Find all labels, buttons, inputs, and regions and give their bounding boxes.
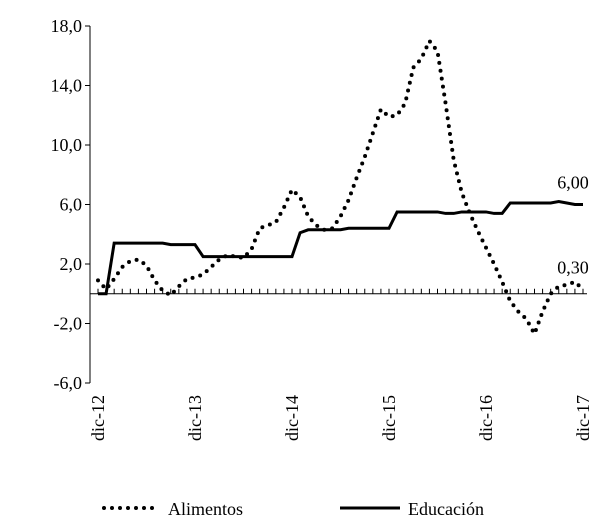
legend-label: Alimentos (168, 499, 243, 519)
x-tick-label: dic-15 (379, 395, 399, 441)
data-label: 0,30 (557, 257, 589, 277)
x-tick-label: dic-14 (282, 395, 302, 441)
y-tick-label: 14,0 (51, 76, 83, 96)
y-tick-label: -2,0 (54, 314, 83, 334)
y-tick-label: 2,0 (60, 254, 83, 274)
data-label: 6,00 (557, 173, 589, 193)
series-line (98, 199, 583, 296)
x-tick-label: dic-17 (573, 395, 593, 441)
x-tick-label: dic-13 (185, 395, 205, 441)
legend-label: Educación (408, 499, 484, 519)
y-tick-label: 6,0 (60, 195, 83, 215)
y-tick-label: 10,0 (51, 135, 83, 155)
y-tick-label: -6,0 (54, 373, 83, 393)
series-line (96, 37, 585, 339)
x-tick-label: dic-12 (88, 395, 108, 441)
x-tick-label: dic-16 (476, 395, 496, 441)
y-tick-label: 18,0 (51, 16, 83, 36)
